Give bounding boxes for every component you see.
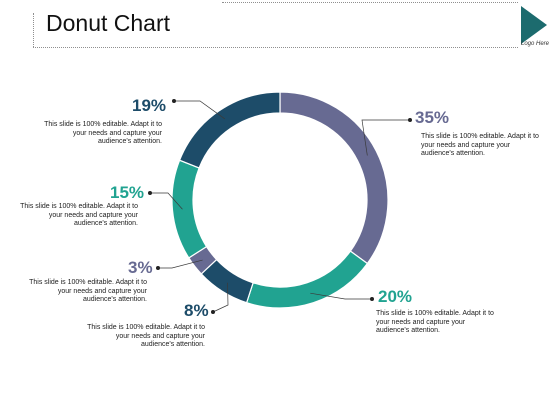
leader-dot-15 (148, 191, 152, 195)
data-label-15: 15% (110, 183, 145, 202)
leader-dot-8 (211, 310, 215, 314)
description-8: This slide is 100% editable. Adapt it to… (87, 324, 205, 349)
logo-text: Logo Here (521, 41, 550, 47)
leader-line-3 (158, 259, 203, 269)
data-label-3: 3% (128, 258, 153, 277)
donut-slice-35 (279, 91, 389, 265)
data-label-8: 8% (184, 301, 209, 320)
slide-title: Donut Chart (46, 10, 171, 36)
leader-line-8 (212, 282, 229, 313)
leader-line-15 (150, 192, 183, 210)
logo-triangle-icon (521, 6, 547, 44)
leader-line-20 (310, 292, 372, 300)
data-label-20: 20% (378, 287, 413, 306)
description-3: This slide is 100% editable. Adapt it to… (29, 279, 147, 304)
leader-dot-3 (156, 266, 160, 270)
leader-dot-35 (408, 118, 412, 122)
leader-line-35 (361, 119, 410, 156)
frame-border-bottom (33, 47, 518, 48)
data-label-35: 35% (415, 108, 450, 127)
description-15: This slide is 100% editable. Adapt it to… (20, 203, 138, 228)
description-19: This slide is 100% editable. Adapt it to… (44, 121, 162, 146)
description-35: This slide is 100% editable. Adapt it to… (421, 133, 539, 158)
description-20: This slide is 100% editable. Adapt it to… (376, 310, 494, 335)
donut-slice-19 (178, 91, 281, 169)
leader-line-19 (174, 100, 226, 120)
donut-slice-15 (171, 159, 208, 259)
leader-dot-20 (370, 297, 374, 301)
donut-slice-20 (245, 250, 369, 309)
leader-dot-19 (172, 99, 176, 103)
frame-border-top (222, 2, 518, 3)
frame-border-left (33, 13, 34, 47)
data-label-19: 19% (132, 96, 167, 115)
